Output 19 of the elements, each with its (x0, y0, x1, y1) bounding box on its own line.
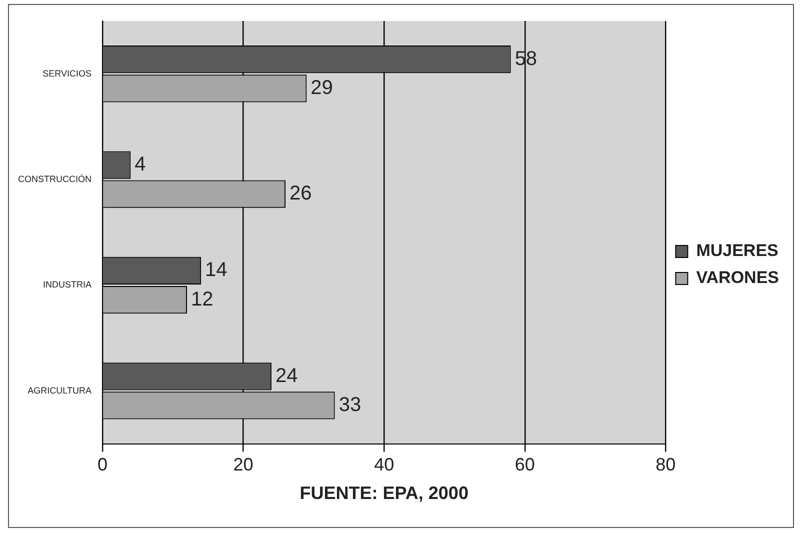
data-label: 14 (205, 259, 228, 282)
x-tick-label: 20 (233, 454, 254, 475)
y-tick-label: SERVICIOS (42, 68, 92, 78)
legend-label: VARONES (696, 268, 780, 288)
y-tick-label: INDUSTRIA (42, 280, 92, 290)
x-tick-label: 0 (97, 454, 108, 475)
data-label: 24 (275, 364, 298, 387)
legend-label: MUJERES (696, 241, 778, 260)
data-label: 12 (190, 288, 214, 310)
data-label: 33 (338, 394, 362, 416)
data-label: 29 (310, 76, 333, 99)
y-tick-label: CONSTRUCCIÓN (18, 174, 92, 184)
x-tick-label: 40 (374, 454, 394, 475)
x-tick-label: 60 (514, 454, 535, 475)
x-tick-label: 80 (656, 454, 676, 475)
data-label: 26 (290, 182, 312, 205)
x-axis-title: FUENTE: EPA, 2000 (300, 483, 468, 504)
data-label: 4 (134, 154, 146, 176)
y-tick-label: AGRICULTURA (28, 385, 92, 396)
